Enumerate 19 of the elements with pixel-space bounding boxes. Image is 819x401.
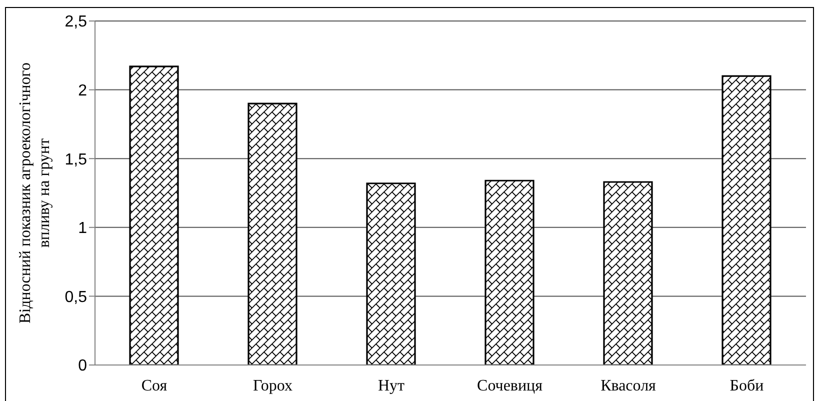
y-tick-label: 0 xyxy=(78,358,88,375)
x-tick-label: Боби xyxy=(730,377,764,394)
bar xyxy=(129,66,179,365)
bar xyxy=(484,180,534,365)
y-axis-title: Відносний показник агроекологічного впливу на грунт xyxy=(17,62,53,324)
y-tick-label: 2,5 xyxy=(64,14,88,31)
x-tick-label: Горох xyxy=(253,377,292,394)
y-tick-label: 1 xyxy=(78,220,88,238)
bar xyxy=(603,181,653,365)
x-tick-label: Квасоля xyxy=(600,377,657,394)
y-tick-label: 0,5 xyxy=(64,288,88,306)
bar xyxy=(722,75,772,365)
y-tick-label: 2 xyxy=(78,82,88,100)
bar xyxy=(366,182,416,365)
y-tick-label: 1,5 xyxy=(64,151,88,168)
x-tick-label: Сочевиця xyxy=(477,377,544,394)
x-tick-label: Нут xyxy=(378,377,405,394)
x-tick-label: Соя xyxy=(141,377,168,394)
bar xyxy=(248,102,298,365)
